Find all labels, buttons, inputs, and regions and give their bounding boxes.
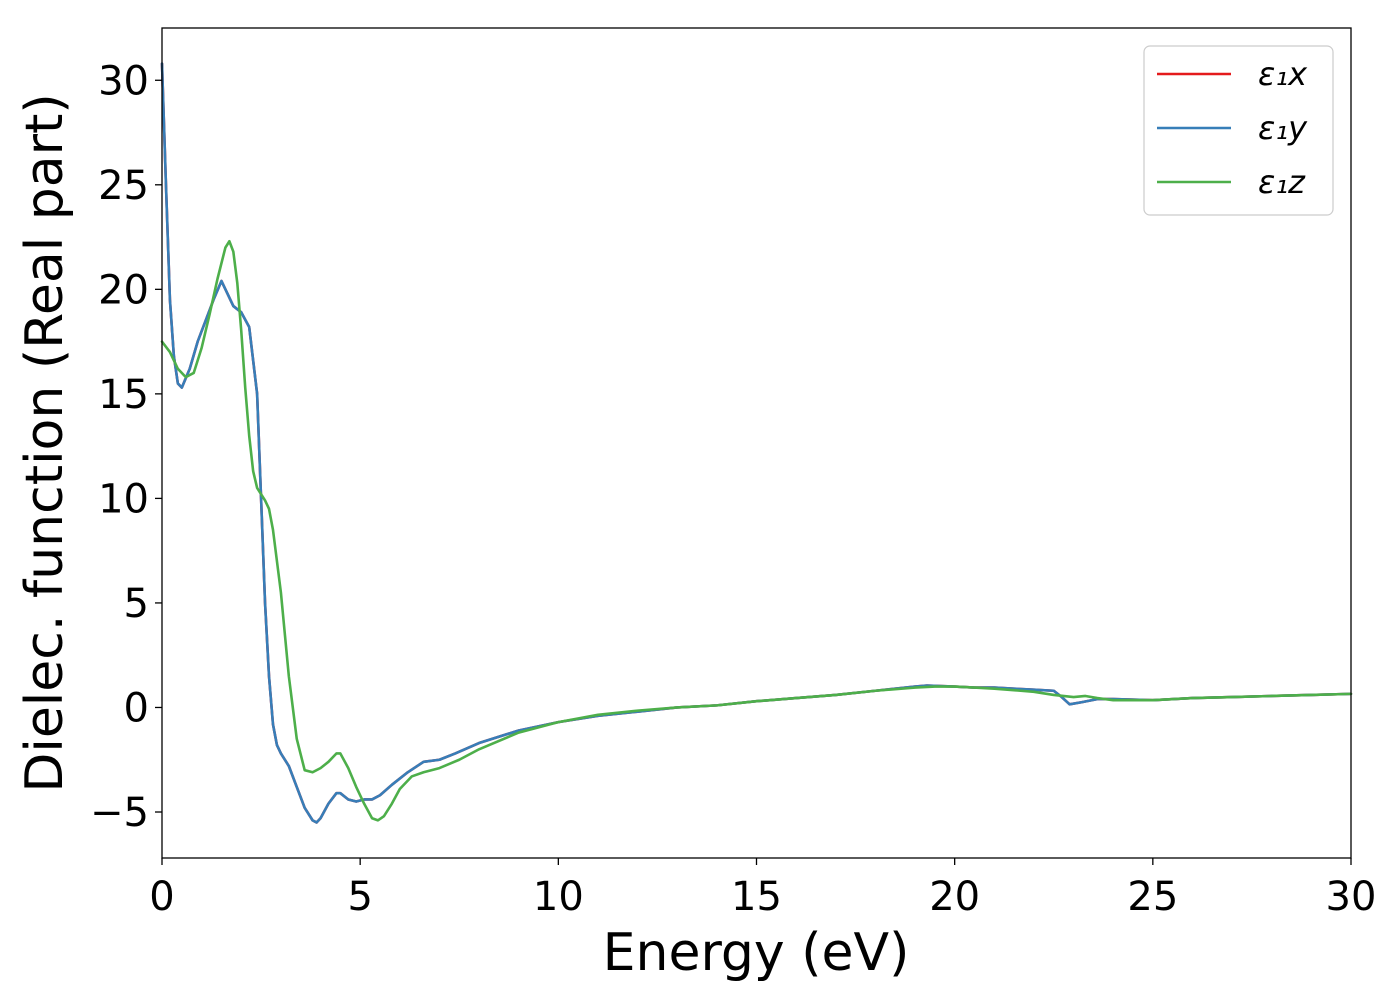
x-tick-label: 10 [533,874,584,920]
y-tick-label: 0 [124,685,149,731]
x-tick-label: 20 [929,874,980,920]
x-tick-label: 30 [1326,874,1377,920]
y-tick-label: 20 [98,267,149,313]
y-tick-label: 15 [98,372,149,418]
y-tick-label: −5 [90,790,149,836]
y-tick-label: 25 [98,163,149,209]
x-tick-label: 25 [1127,874,1178,920]
y-tick-label: 30 [98,58,149,104]
series-line-3 [160,239,1353,822]
legend-label-3: ε₁z [1258,163,1306,201]
legend: ε₁x ε₁y ε₁z [1143,45,1334,216]
x-tick-label: 15 [731,874,782,920]
legend-box [1143,45,1334,216]
y-axis-label: Dielec. function (Real part) [15,93,75,792]
series-line-2 [160,62,1353,824]
legend-label-1: ε₁x [1258,55,1308,93]
y-tick-label: 5 [124,581,149,627]
x-axis-label: Energy (eV) [603,923,910,983]
legend-label-2: ε₁y [1258,109,1308,147]
y-tick-label: 10 [98,476,149,522]
x-tick-label: 5 [347,874,372,920]
x-tick-label: 0 [149,874,174,920]
series-layer [160,62,1353,824]
